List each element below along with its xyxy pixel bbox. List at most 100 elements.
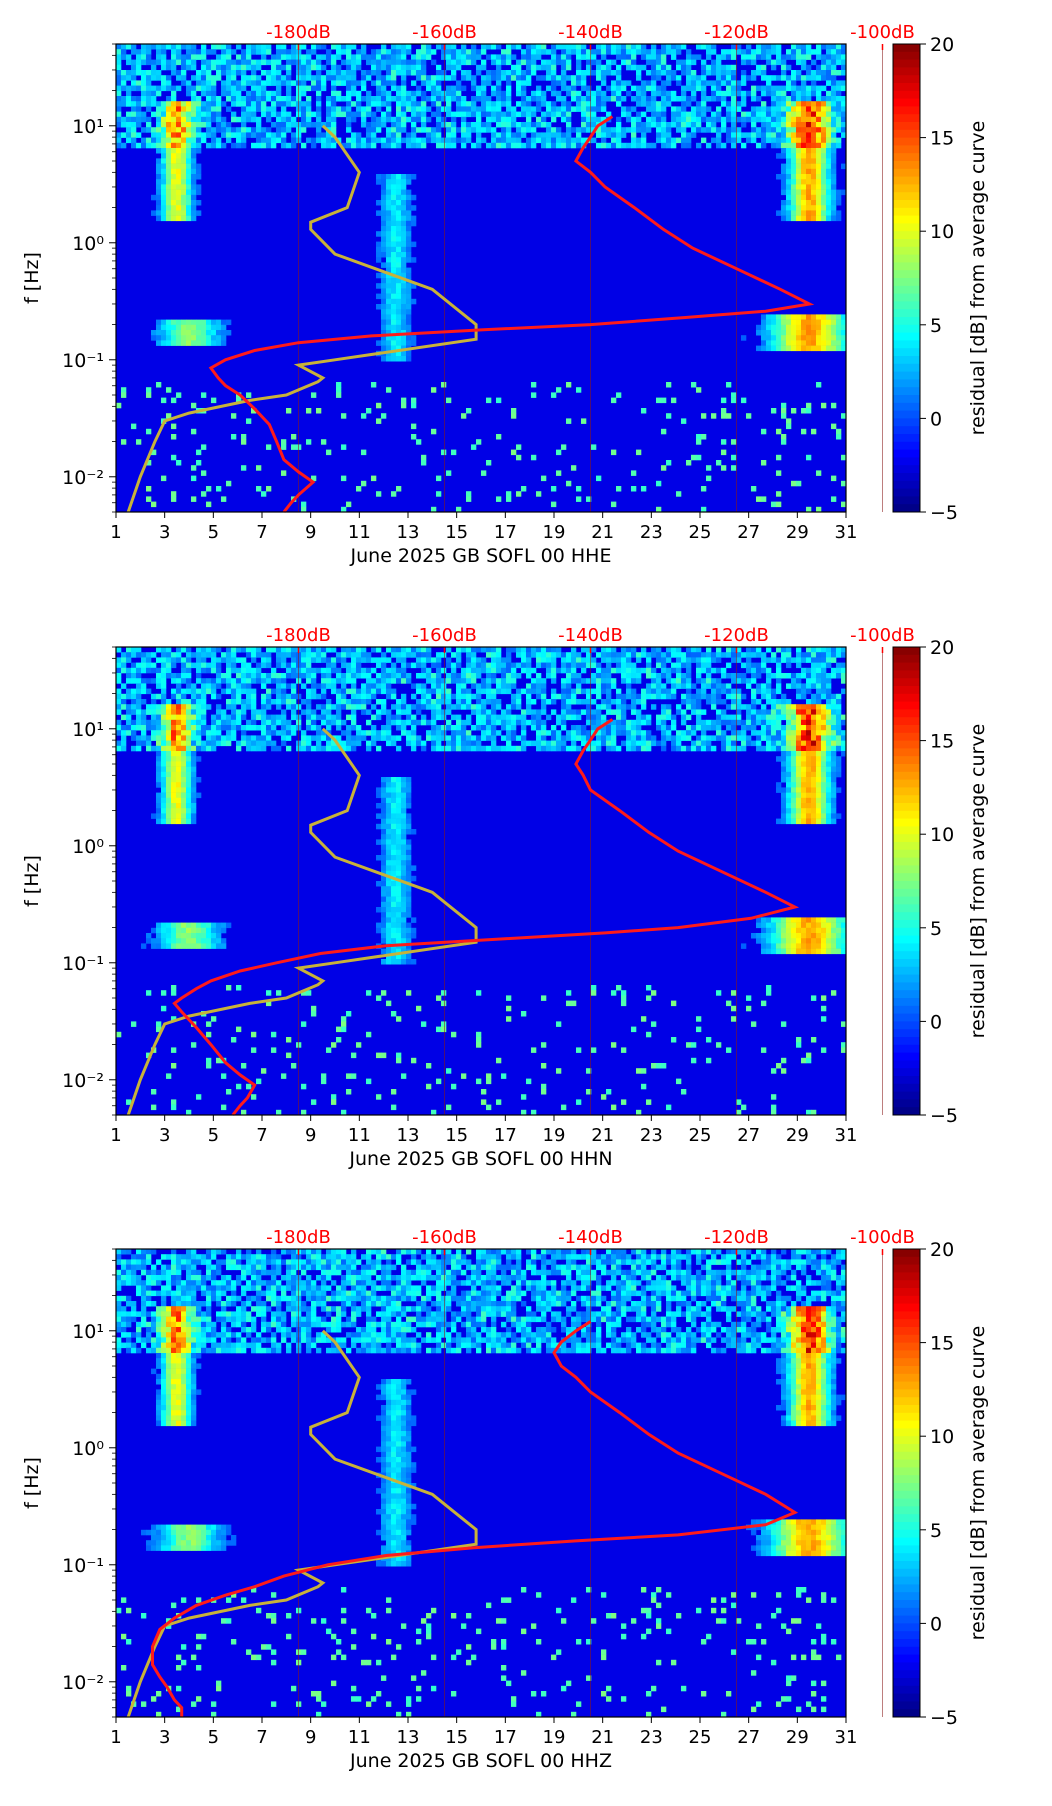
- colorbar-segment: [893, 496, 920, 505]
- colorbar-segment: [893, 176, 920, 185]
- colorbar-label: residual [dB] from average curve: [967, 121, 989, 436]
- colorbar-segment: [893, 1397, 920, 1406]
- colorbar-segment: [893, 480, 920, 490]
- colorbar-segment: [893, 1678, 920, 1687]
- colorbar-segment: [893, 826, 920, 835]
- colorbar-segment: [893, 184, 920, 193]
- x-tick-label: 7: [256, 1125, 267, 1146]
- x-tick-label: 1: [110, 1125, 121, 1146]
- colorbar: 20 15 10 5 0 −5 residual [dB] from average cur…: [892, 1239, 989, 1729]
- y-tick-label: 10¹: [72, 116, 104, 138]
- colorbar-segment: [893, 1685, 920, 1695]
- colorbar-segment: [893, 418, 920, 427]
- colorbar-segment: [893, 83, 920, 92]
- colorbar-segment: [893, 1366, 920, 1375]
- colorbar-segment: [893, 896, 920, 905]
- colorbar-segment: [893, 114, 920, 123]
- colorbar-segment: [893, 395, 920, 404]
- colorbar-segment: [893, 693, 920, 703]
- top-db-tick-label: -140dB: [558, 625, 623, 646]
- x-tick-label: 29: [786, 1125, 809, 1146]
- colorbar-segment: [893, 1498, 920, 1507]
- top-db-tick-label: -180dB: [266, 625, 331, 646]
- colorbar-segment: [893, 1005, 920, 1015]
- colorbar-segment: [893, 1319, 920, 1328]
- top-db-tick-label: -180dB: [266, 1227, 331, 1248]
- colorbar-segment: [893, 912, 920, 921]
- x-tick-label: 15: [445, 1727, 468, 1748]
- colorbar-segment: [893, 1083, 920, 1093]
- colorbar-segment: [893, 1654, 920, 1663]
- colorbar-segment: [893, 756, 920, 765]
- colorbar-segment: [893, 473, 920, 482]
- colorbar-segment: [893, 434, 920, 443]
- colorbar-tick-label: 5: [930, 1520, 942, 1542]
- colorbar-segment: [893, 1444, 920, 1453]
- colorbar-segment: [893, 920, 920, 929]
- colorbar-segment: [893, 1091, 920, 1100]
- colorbar-segment: [893, 293, 920, 302]
- colorbar-segment: [893, 1288, 920, 1297]
- x-axis-label: June 2025 GB SOFL 00 HHN: [348, 1148, 612, 1170]
- colorbar-segment: [893, 129, 920, 139]
- colorbar-segment: [893, 285, 920, 295]
- colorbar-tick-label: 20: [930, 637, 954, 659]
- y-axis-label: f [Hz]: [21, 855, 43, 907]
- x-tick-label: 15: [445, 1125, 468, 1146]
- colorbar-segment: [893, 465, 920, 474]
- colorbar-segment: [893, 959, 920, 968]
- colorbar-segment: [893, 1311, 920, 1320]
- colorbar-tick-label: 20: [930, 34, 954, 56]
- colorbar-tick-label: 5: [930, 918, 942, 940]
- colorbar-segment: [893, 1029, 920, 1038]
- colorbar-segment: [893, 278, 920, 287]
- colorbar-segment: [893, 1483, 920, 1492]
- colorbar-segment: [893, 192, 920, 201]
- colorbar-segment: [893, 51, 920, 61]
- colorbar-segment: [893, 725, 920, 734]
- colorbar-frame: [892, 43, 921, 513]
- colorbar-segment: [893, 332, 920, 341]
- x-tick-label: 3: [159, 1125, 170, 1146]
- colorbar-tick-label: 5: [930, 315, 942, 337]
- colorbar-segment: [893, 1342, 920, 1351]
- colorbar-tick-label: 10: [930, 824, 954, 846]
- colorbar-segment: [893, 90, 920, 100]
- colorbar-segment: [893, 1537, 920, 1546]
- x-tick-label: 7: [256, 522, 267, 543]
- y-tick-label: 10⁻¹: [62, 1555, 104, 1577]
- x-tick-label: 29: [786, 522, 809, 543]
- colorbar-segment: [893, 849, 920, 859]
- colorbar-segment: [893, 686, 920, 695]
- colorbar-tick-label: −5: [930, 1105, 958, 1127]
- colorbar-segment: [893, 1099, 920, 1108]
- colorbar-segment: [893, 1060, 920, 1069]
- colorbar-segment: [893, 717, 920, 726]
- colorbar-segment: [893, 356, 920, 365]
- colorbar-segment: [893, 340, 920, 349]
- colorbar-segment: [893, 982, 920, 991]
- colorbar-segment: [893, 904, 920, 913]
- colorbar-tick-label: 10: [930, 221, 954, 243]
- x-tick-label: 1: [110, 1727, 121, 1748]
- x-tick-label: 31: [835, 522, 858, 543]
- x-tick-label: 15: [445, 522, 468, 543]
- colorbar-segment: [893, 654, 920, 664]
- top-db-tick-label: -160dB: [412, 22, 477, 43]
- colorbar-segment: [893, 387, 920, 396]
- colorbar-segment: [893, 75, 920, 84]
- x-tick-label: 9: [305, 1125, 316, 1146]
- top-db-tick-label: -100dB: [850, 625, 915, 646]
- colorbar-segment: [893, 1514, 920, 1523]
- colorbar-segment: [893, 1451, 920, 1461]
- colorbar-segment: [893, 1607, 920, 1617]
- colorbar-tick-label: −5: [930, 1707, 958, 1729]
- x-tick-label: 31: [835, 1727, 858, 1748]
- colorbar-segment: [893, 1553, 920, 1562]
- colorbar-segment: [893, 1568, 920, 1578]
- colorbar-segment: [893, 207, 920, 217]
- colorbar-segment: [893, 426, 920, 435]
- colorbar-segment: [893, 857, 920, 866]
